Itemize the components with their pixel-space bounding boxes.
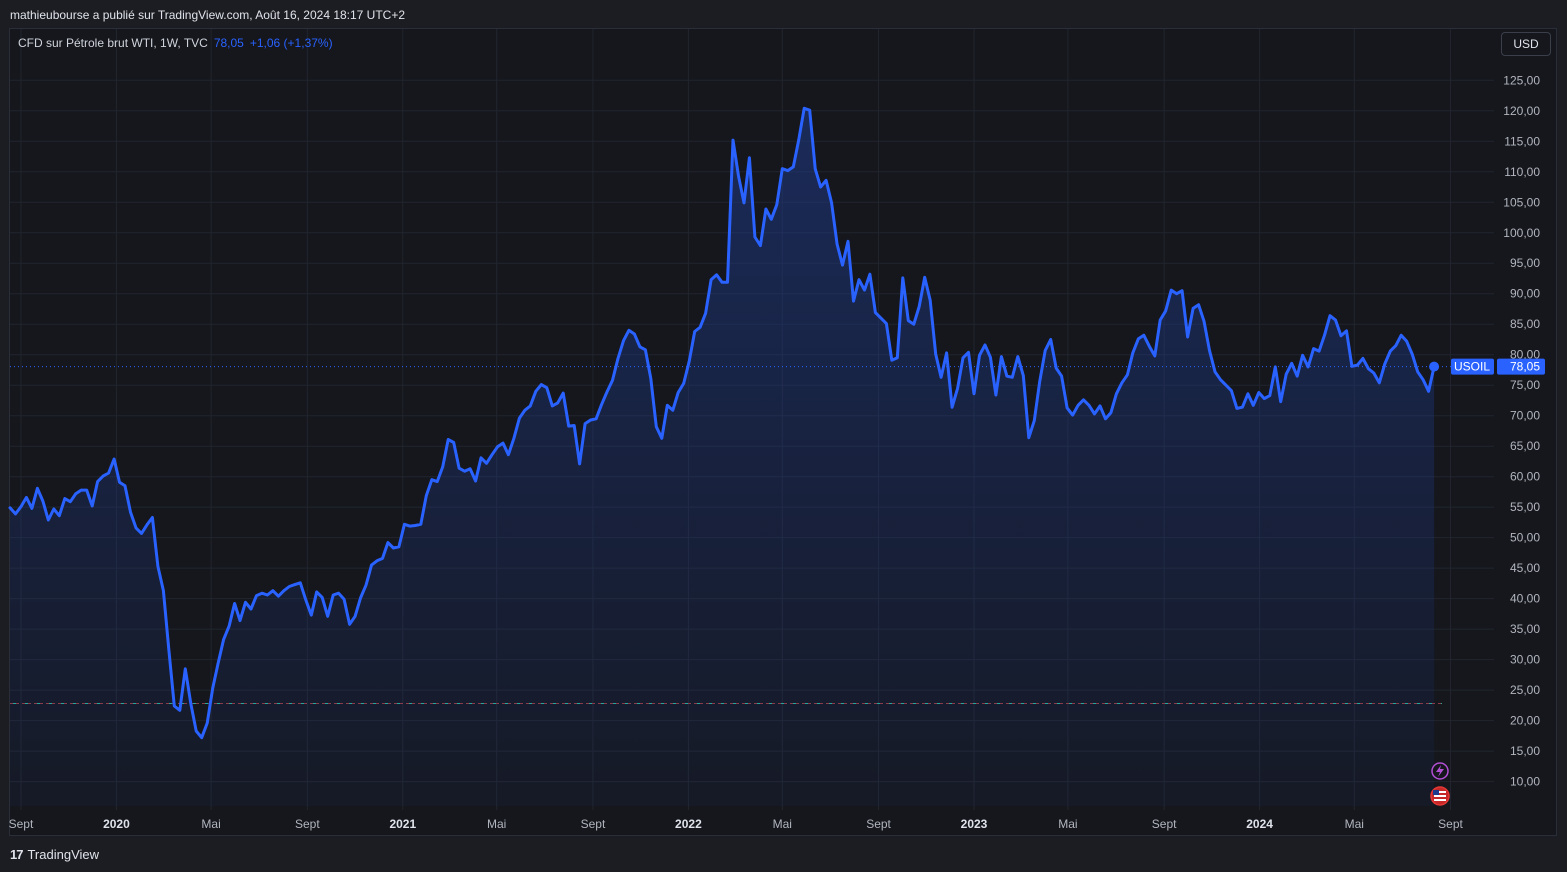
area-fill-layer <box>10 108 1435 807</box>
y-tick-label: 105,00 <box>1503 195 1540 209</box>
x-tick-label: Sept <box>866 817 891 831</box>
y-tick-label: 10,00 <box>1510 775 1540 789</box>
tradingview-brand-text: TradingView <box>27 847 100 862</box>
x-tick-label: 2024 <box>1246 817 1273 831</box>
y-tick-label: 70,00 <box>1510 409 1540 423</box>
y-tick-label: 120,00 <box>1503 104 1540 118</box>
symbol-description: CFD sur Pétrole brut WTI, 1W, TVC <box>18 36 208 50</box>
y-tick-label: 100,00 <box>1503 226 1540 240</box>
y-tick-label: 60,00 <box>1510 470 1540 484</box>
x-tick-label: Mai <box>201 817 220 831</box>
x-tick-label: Sept <box>581 817 606 831</box>
y-tick-label: 80,00 <box>1510 348 1540 362</box>
tradingview-mark-icon: 17 <box>10 847 24 862</box>
y-tick-label: 55,00 <box>1510 500 1540 514</box>
tradingview-logo[interactable]: 17 TradingView <box>10 847 99 862</box>
y-tick-label: 50,00 <box>1510 531 1540 545</box>
y-tick-label: 65,00 <box>1510 439 1540 453</box>
y-tick-label: 15,00 <box>1510 744 1540 758</box>
price-tag-value: 78,05 <box>1510 360 1540 374</box>
legend-last-value: 78,05 <box>213 36 244 50</box>
y-tick-label: 95,00 <box>1510 256 1540 270</box>
event-icons-layer <box>1430 762 1450 806</box>
x-tick-label: 2023 <box>961 817 988 831</box>
x-tick-label: 2021 <box>389 817 416 831</box>
x-tick-label: Sept <box>1438 817 1463 831</box>
symbol-tag-label: USOIL <box>1454 360 1490 374</box>
x-tick-label: Mai <box>1345 817 1364 831</box>
y-tick-label: 40,00 <box>1510 592 1540 606</box>
x-tick-label: Sept <box>295 817 320 831</box>
y-tick-label: 25,00 <box>1510 683 1540 697</box>
y-tick-label: 45,00 <box>1510 561 1540 575</box>
y-tick-label: 90,00 <box>1510 287 1540 301</box>
x-tick-label: Mai <box>1058 817 1077 831</box>
lightning-icon[interactable] <box>1431 762 1449 780</box>
y-tick-label: 110,00 <box>1504 165 1540 179</box>
last-point-marker <box>1429 361 1440 372</box>
price-tag-layer: USOIL 78,05 <box>1451 358 1545 375</box>
y-axis: 125,00 120,00 115,00 110,00 105,00 100,00 95,0… <box>1503 73 1540 788</box>
x-axis: Sept 2020 Mai Sept 2021 Mai Sept 2022 Mai Sept 202… <box>9 817 1464 831</box>
x-tick-label: Sept <box>9 817 34 831</box>
legend-change: +1,06 (+1,37%) <box>249 36 333 50</box>
y-tick-label: 35,00 <box>1510 622 1540 636</box>
published-by-header: mathieubourse a publié sur TradingView.c… <box>10 8 406 22</box>
x-tick-label: 2020 <box>103 817 130 831</box>
series-line-layer <box>8 106 1440 740</box>
y-tick-label: 125,00 <box>1503 73 1540 87</box>
currency-button[interactable]: USD <box>1501 32 1551 56</box>
y-tick-label: 75,00 <box>1510 378 1540 392</box>
series-line <box>8 106 1436 740</box>
y-tick-label: 115,00 <box>1504 134 1540 148</box>
symbol-tag-bg <box>1451 358 1494 375</box>
series-area <box>10 108 1435 807</box>
us-flag-icon[interactable] <box>1430 786 1450 806</box>
x-tick-label: 2022 <box>675 817 702 831</box>
y-tick-label: 20,00 <box>1510 714 1540 728</box>
reference-line-layer <box>10 366 1494 705</box>
x-tick-label: Mai <box>773 817 792 831</box>
price-tag-bg <box>1497 358 1545 375</box>
x-tick-label: Mai <box>487 817 506 831</box>
y-tick-label: 85,00 <box>1510 317 1540 331</box>
x-tick-label: Sept <box>1152 817 1177 831</box>
y-tick-label: 30,00 <box>1510 653 1540 667</box>
symbol-legend[interactable]: CFD sur Pétrole brut WTI, 1W, TVC 78,05 … <box>18 36 333 50</box>
